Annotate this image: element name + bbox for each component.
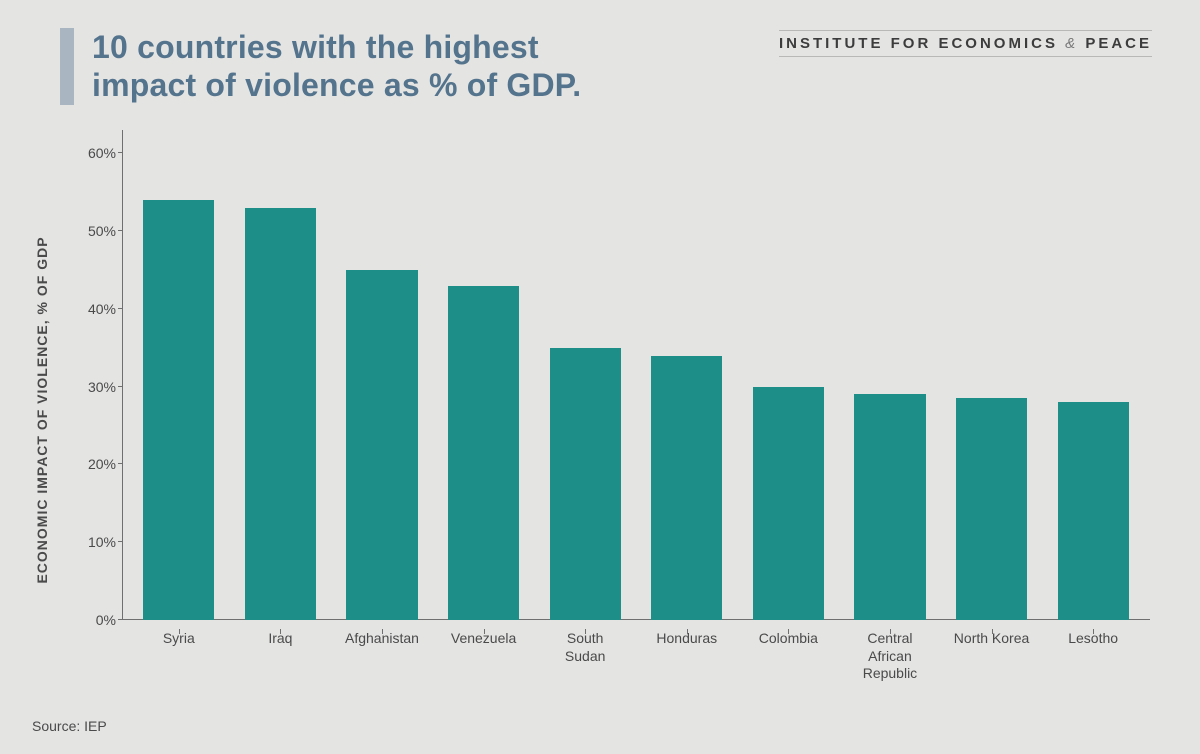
bar-slot <box>1042 130 1144 620</box>
x-tick-mark <box>788 629 789 634</box>
bar-slot <box>534 130 636 620</box>
x-tick-mark <box>1093 629 1094 634</box>
x-tick-label: Lesotho <box>1042 624 1144 690</box>
y-tick-mark <box>118 619 122 620</box>
bar-slot <box>738 130 840 620</box>
x-labels: SyriaIraqAfghanistanVenezuelaSouthSudanH… <box>122 624 1150 690</box>
title-line-1: 10 countries with the highest <box>92 28 581 66</box>
title-accent-bar <box>60 28 74 105</box>
bar <box>245 208 316 620</box>
x-tick-mark <box>382 629 383 634</box>
bar-slot <box>941 130 1043 620</box>
x-tick-label: SouthSudan <box>534 624 636 690</box>
x-tick-label: Afghanistan <box>331 624 433 690</box>
y-tick-label: 20% <box>76 456 116 472</box>
x-tick-mark <box>992 629 993 634</box>
x-tick-label: Iraq <box>230 624 332 690</box>
y-tick-label: 10% <box>76 534 116 550</box>
x-tick-mark <box>280 629 281 634</box>
x-tick-label: North Korea <box>941 624 1043 690</box>
x-tick-mark <box>890 629 891 634</box>
y-tick-label: 50% <box>76 223 116 239</box>
bar-slot <box>128 130 230 620</box>
x-tick-label: Syria <box>128 624 230 690</box>
brand-text: INSTITUTE FOR ECONOMICS & PEACE <box>779 30 1152 57</box>
title-text: 10 countries with the highest impact of … <box>92 28 581 105</box>
y-tick-label: 30% <box>76 379 116 395</box>
chart-area: ECONOMIC IMPACT OF VIOLENCE, % OF GDP 0%… <box>60 130 1150 690</box>
y-tick-label: 40% <box>76 301 116 317</box>
x-tick-label: CentralAfricanRepublic <box>839 624 941 690</box>
y-tick-mark <box>118 386 122 387</box>
y-tick-mark <box>118 230 122 231</box>
chart-title: 10 countries with the highest impact of … <box>60 28 581 105</box>
y-tick-mark <box>118 541 122 542</box>
bar <box>346 270 417 620</box>
title-line-2: impact of violence as % of GDP. <box>92 66 581 104</box>
bar-slot <box>636 130 738 620</box>
x-tick-mark <box>179 629 180 634</box>
brand-suffix: PEACE <box>1085 35 1152 52</box>
y-axis-label: ECONOMIC IMPACT OF VIOLENCE, % OF GDP <box>34 236 50 583</box>
bar <box>143 200 214 620</box>
y-tick-mark <box>118 308 122 309</box>
plot-area: 0%10%20%30%40%50%60% <box>122 130 1150 620</box>
y-tick-mark <box>118 463 122 464</box>
bar <box>1058 402 1129 620</box>
bar <box>651 356 722 620</box>
y-tick-mark <box>118 152 122 153</box>
brand-logo: INSTITUTE FOR ECONOMICS & PEACE <box>779 30 1152 57</box>
bars-container <box>122 130 1150 620</box>
source-caption: Source: IEP <box>32 718 107 734</box>
brand-prefix: INSTITUTE FOR ECONOMICS <box>779 35 1058 52</box>
bar-slot <box>433 130 535 620</box>
x-tick-label: Venezuela <box>433 624 535 690</box>
bar <box>854 394 925 620</box>
chart-canvas: 10 countries with the highest impact of … <box>0 0 1200 754</box>
bar-slot <box>230 130 332 620</box>
bar <box>956 398 1027 620</box>
bar <box>550 348 621 620</box>
x-tick-mark <box>585 629 586 634</box>
y-tick-label: 60% <box>76 145 116 161</box>
x-tick-label: Colombia <box>738 624 840 690</box>
y-tick-label: 0% <box>76 612 116 628</box>
bar <box>753 387 824 620</box>
x-tick-mark <box>687 629 688 634</box>
x-tick-mark <box>484 629 485 634</box>
bar <box>448 286 519 620</box>
brand-ampersand: & <box>1065 35 1078 52</box>
bar-slot <box>331 130 433 620</box>
x-tick-label: Honduras <box>636 624 738 690</box>
bar-slot <box>839 130 941 620</box>
